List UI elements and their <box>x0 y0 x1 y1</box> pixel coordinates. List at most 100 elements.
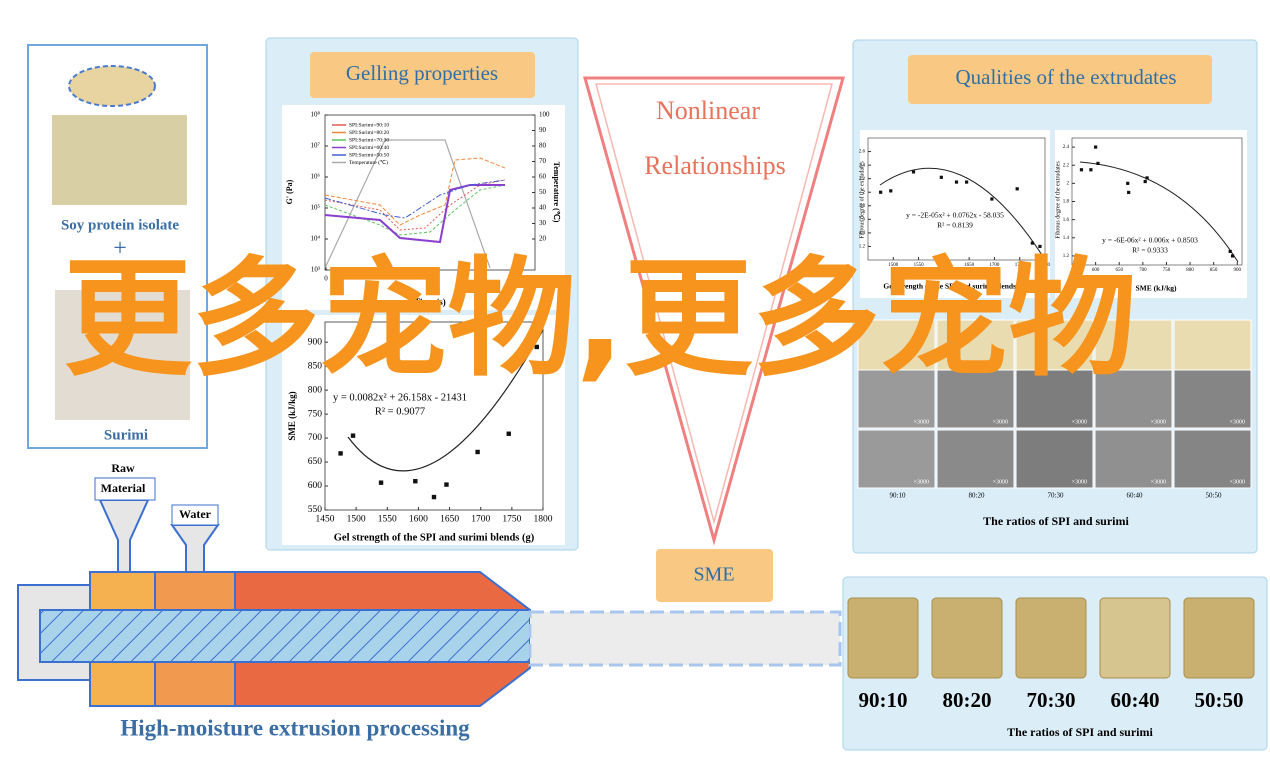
y-tick-label: 700 <box>308 433 323 443</box>
point <box>413 479 418 484</box>
sem-image <box>857 429 936 489</box>
point <box>1143 179 1147 184</box>
magnification: ×3000 <box>1151 479 1166 485</box>
sem-top <box>936 319 1015 371</box>
r2: R² = 0.8139 <box>937 221 973 230</box>
ratio-label: 80:20 <box>969 492 985 500</box>
x-tick-label: 1700 <box>471 515 490 525</box>
y-tick-label: 1.6 <box>859 217 866 222</box>
point <box>1079 168 1084 172</box>
y2-tick-label: 20 <box>539 235 547 243</box>
label: Surimi <box>104 427 148 443</box>
point <box>1089 168 1093 172</box>
nonlinear-text: Nonlinear <box>656 96 760 125</box>
x-tick-label: 1650 <box>964 263 975 268</box>
y2-tick-label: 100 <box>539 111 550 119</box>
x-tick-label: 1750 <box>1015 263 1026 268</box>
x-label: Gel strength of the SPI and surimi blend… <box>334 532 535 543</box>
legend-label: SPI:Surimi=60:40 <box>349 145 389 151</box>
powder-image <box>52 115 187 205</box>
y2-tick-label: 60 <box>539 173 547 181</box>
r2: R² = 0.9333 <box>1132 246 1168 255</box>
y2-label: Temperature (℃) <box>552 162 561 223</box>
point <box>939 175 943 179</box>
y-tick-label: 2.4 <box>1063 145 1070 150</box>
caption: The ratios of SPI and surimi <box>1007 725 1153 739</box>
point <box>431 494 437 500</box>
magnification: ×3000 <box>914 479 929 485</box>
x-tick-label: 1550 <box>378 515 397 525</box>
point <box>954 180 959 184</box>
sample-photo <box>931 597 1003 679</box>
x-tick-label: 850 <box>1210 268 1218 273</box>
legend-label: SPI:Surimi=50:50 <box>349 152 389 158</box>
y-label: G' (Pa) <box>285 179 294 204</box>
r2: R² = 0.9077 <box>375 406 425 417</box>
extruder-label: High-moisture extrusion processing <box>120 715 470 740</box>
title-box <box>908 55 1212 104</box>
sem-image <box>1015 369 1094 429</box>
surimi-image <box>55 290 190 420</box>
y-tick-label: 1.2 <box>859 245 866 250</box>
x-tick-label: 0 <box>324 275 328 283</box>
x-tick-label: 900 <box>1234 268 1242 273</box>
plot-frame <box>324 321 544 511</box>
x-tick-label: 1800 <box>534 515 553 525</box>
y-tick-label: 550 <box>308 505 323 515</box>
y-tick-label: 850 <box>308 361 323 371</box>
x-tick-label: 650 <box>1115 268 1123 273</box>
y-label: SME (kJ/kg) <box>287 391 297 440</box>
ratio-label: 60:40 <box>1111 688 1160 712</box>
die <box>528 610 842 667</box>
y2-tick-label: 80 <box>539 142 547 150</box>
curve <box>324 157 506 226</box>
y-tick-label: 1.8 <box>859 204 866 209</box>
label: Soy protein isolate <box>61 217 179 233</box>
y-tick-label: 900 <box>308 337 323 347</box>
caption: The ratios of SPI and surimi <box>983 514 1129 528</box>
sem-image <box>1173 429 1252 489</box>
y-tick-label: 10³ <box>311 266 320 274</box>
hopper-box <box>94 477 156 501</box>
curve <box>324 179 506 231</box>
point <box>1126 181 1130 185</box>
point <box>1127 190 1131 195</box>
y2-tick-label: 40 <box>539 204 547 212</box>
ratio-label: 70:30 <box>1048 492 1064 500</box>
ratio-label: 90:10 <box>890 492 906 500</box>
sme-label: SME <box>693 564 734 586</box>
label: Raw <box>111 461 135 475</box>
label: Material <box>101 481 146 495</box>
x-label: Time (s) <box>414 297 446 307</box>
x-tick-label: 1600 <box>409 515 428 525</box>
hopper-box <box>171 504 219 526</box>
sem-top <box>1173 319 1252 371</box>
y2-tick-label: 70 <box>539 157 547 165</box>
x-tick-label: 750 <box>1163 268 1171 273</box>
curve <box>324 139 491 269</box>
sem-top <box>1094 319 1173 371</box>
chart-bg <box>1055 130 1247 298</box>
sem-image <box>857 369 936 429</box>
x-tick-label: 600 <box>1092 268 1100 273</box>
ratio-label: 50:50 <box>1206 492 1222 500</box>
y-tick-label: 10⁸ <box>311 111 321 119</box>
sem-image <box>1015 429 1094 489</box>
y-label: Fibrous degree of the extrudates <box>858 161 865 239</box>
magnification: ×3000 <box>1151 419 1166 425</box>
point <box>350 433 356 438</box>
sem-image <box>936 369 1015 429</box>
plus: + <box>113 236 127 262</box>
fit-curve <box>879 167 1043 256</box>
triangle-inner <box>595 83 833 525</box>
sample-photo <box>847 597 919 679</box>
x-label: SME (kJ/kg) <box>1135 284 1177 293</box>
equation: y = 0.0082x² + 26.158x - 21431 <box>333 392 467 403</box>
point <box>444 482 449 487</box>
x-tick-label: 1700 <box>989 263 1000 268</box>
point <box>965 180 969 184</box>
point <box>1015 187 1019 191</box>
point <box>1094 145 1098 149</box>
